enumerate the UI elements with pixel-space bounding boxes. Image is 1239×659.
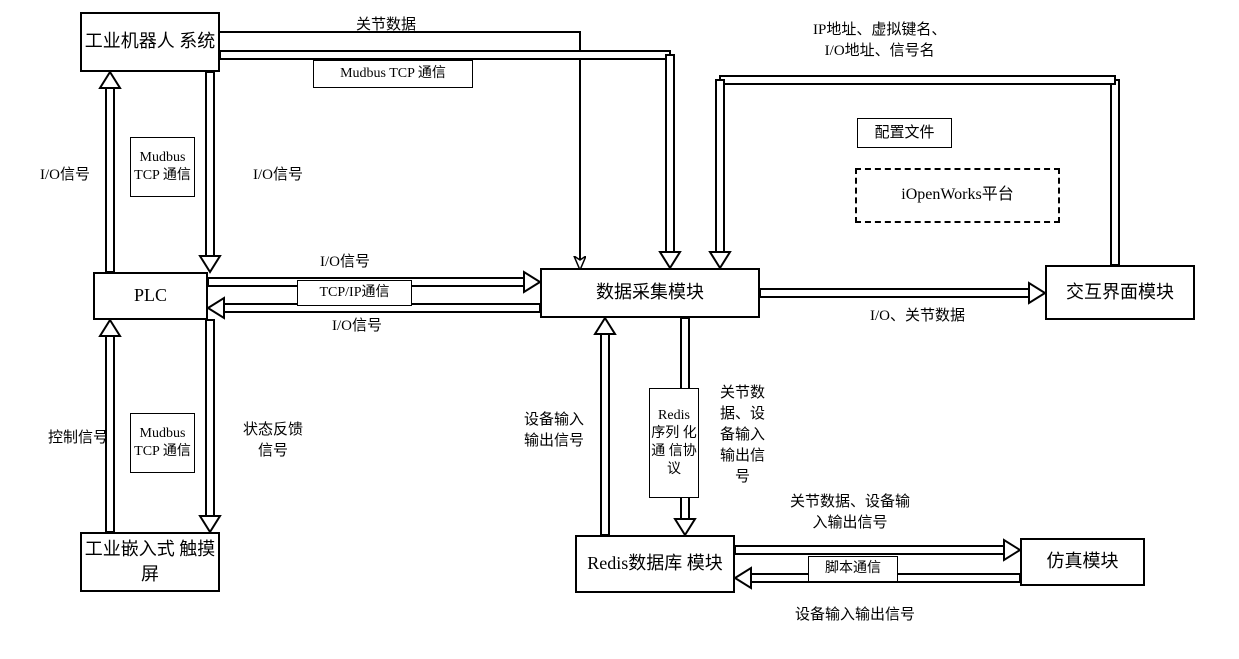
mini-label-mudbus1: Mudbus TCP 通信	[340, 65, 446, 83]
node-ui: 交互界面模块	[1045, 265, 1195, 320]
node-touch: 工业嵌入式 触摸屏	[80, 532, 220, 592]
node-data: 数据采集模块	[540, 268, 760, 318]
edge-label-joint_dev: 关节数 据、设 备输入 输出信 号	[720, 383, 765, 488]
mini-label-mudbus2: Mudbus TCP 通信	[131, 149, 194, 185]
edge-label-io_sig_top: I/O信号	[320, 252, 370, 273]
mini-label-script: 脚本通信	[825, 560, 881, 578]
edge-label-text-io_sig_r1: I/O信号	[253, 167, 303, 183]
edge-label-text-io_sig_bot: I/O信号	[332, 318, 382, 334]
edge-label-text-ctrl_sig: 控制信号	[48, 430, 108, 446]
edge-label-io_sig_r1: I/O信号	[253, 165, 303, 186]
node-label-sim: 仿真模块	[1047, 549, 1119, 574]
mini-mudbus3: Mudbus TCP 通信	[130, 413, 195, 473]
edge-label-dev_io2: 设备输入输出信号	[795, 605, 915, 626]
node-label-iopen: iOpenWorks平台	[901, 184, 1013, 206]
edge-label-status_fb: 状态反馈 信号	[243, 420, 303, 462]
node-label-plc: PLC	[134, 283, 167, 308]
node-plc: PLC	[93, 272, 208, 320]
mini-label-tcpip: TCP/IP通信	[319, 284, 389, 302]
edge-label-text-io_sig_top: I/O信号	[320, 254, 370, 270]
node-label-ui: 交互界面模块	[1066, 280, 1174, 305]
edge-label-text-status_fb: 状态反馈 信号	[243, 422, 303, 459]
edge-label-ctrl_sig: 控制信号	[48, 428, 108, 449]
edge-label-text-io_joint: I/O、关节数据	[870, 308, 965, 324]
node-iopen: iOpenWorks平台	[855, 168, 1060, 223]
edge-label-io_sig_l1: I/O信号	[40, 165, 90, 186]
edge-label-ip_addr: IP地址、虚拟键名、 I/O地址、信号名	[813, 20, 946, 62]
mini-tcpip: TCP/IP通信	[297, 280, 412, 306]
edge-label-text-ip_addr: IP地址、虚拟键名、 I/O地址、信号名	[813, 22, 946, 59]
node-label-redis: Redis数据库 模块	[587, 551, 723, 576]
edge-label-text-joint_data: 关节数据	[356, 17, 416, 33]
edge-label-text-joint_dev2: 关节数据、设备输 入输出信号	[790, 494, 910, 531]
edge-label-dev_io: 设备输入 输出信号	[524, 410, 584, 452]
mini-script: 脚本通信	[808, 556, 898, 582]
mini-mudbus1: Mudbus TCP 通信	[313, 60, 473, 88]
node-label-robot: 工业机器人 系统	[85, 29, 216, 54]
node-robot: 工业机器人 系统	[80, 12, 220, 72]
mini-label-mudbus3: Mudbus TCP 通信	[131, 425, 194, 461]
node-redis: Redis数据库 模块	[575, 535, 735, 593]
edge-label-io_joint: I/O、关节数据	[870, 306, 965, 327]
node-label-config: 配置文件	[874, 123, 934, 144]
node-sim: 仿真模块	[1020, 538, 1145, 586]
edge-label-text-io_sig_l1: I/O信号	[40, 167, 90, 183]
edge-label-text-dev_io2: 设备输入输出信号	[795, 607, 915, 623]
edge-label-text-joint_dev: 关节数 据、设 备输入 输出信 号	[720, 385, 765, 485]
edge-label-joint_data: 关节数据	[356, 15, 416, 36]
edge-label-text-dev_io: 设备输入 输出信号	[524, 412, 584, 449]
mini-mudbus2: Mudbus TCP 通信	[130, 137, 195, 197]
edge-label-io_sig_bot: I/O信号	[332, 316, 382, 337]
node-label-data: 数据采集模块	[596, 280, 704, 305]
edge-label-joint_dev2: 关节数据、设备输 入输出信号	[790, 492, 910, 534]
mini-label-redis_p: Redis 序列 化通 信协 议	[650, 407, 698, 480]
node-label-touch: 工业嵌入式 触摸屏	[82, 537, 218, 587]
mini-redis_p: Redis 序列 化通 信协 议	[649, 388, 699, 498]
node-config: 配置文件	[857, 118, 952, 148]
